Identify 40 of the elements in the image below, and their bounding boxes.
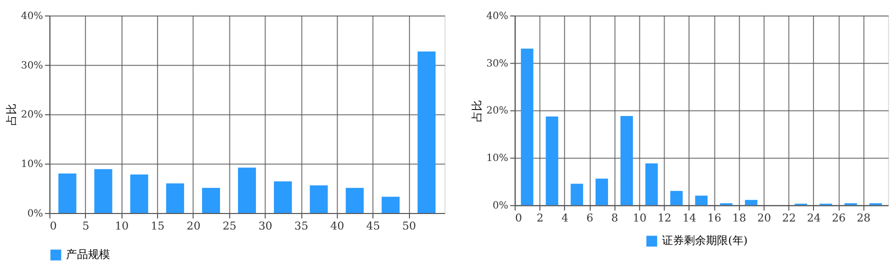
x-tick-label: 2 <box>536 211 544 224</box>
x-tick-label: 12 <box>658 211 672 224</box>
x-tick-label: 40 <box>330 219 344 232</box>
x-tick-label: 18 <box>732 211 746 224</box>
y-tick-label: 0% <box>27 208 43 220</box>
x-tick-label: 20 <box>186 219 201 232</box>
y-tick-label: 10% <box>486 153 508 164</box>
x-tick-label: 35 <box>294 219 308 232</box>
x-tick-label: 8 <box>611 211 618 224</box>
y-axis-title: 占比 <box>5 104 18 126</box>
x-tick-label: 14 <box>682 211 696 224</box>
legend-label: 产品规模 <box>66 248 110 261</box>
legend-label: 证券剩余期限(年) <box>662 234 748 248</box>
x-tick-label: 0 <box>515 211 522 224</box>
y-tick-label: 20% <box>486 106 508 117</box>
y-tick-label: 10% <box>21 159 43 170</box>
x-tick-label: 50 <box>402 219 416 232</box>
y-tick-label: 40% <box>21 10 43 22</box>
y-tick-label: 30% <box>21 60 43 72</box>
x-tick-label: 22 <box>782 211 796 224</box>
x-tick-label: 24 <box>806 211 821 224</box>
x-tick-label: 45 <box>366 219 380 232</box>
y-tick-label: 0% <box>492 200 508 212</box>
x-tick-label: 30 <box>258 219 272 232</box>
x-tick-label: 16 <box>707 211 722 224</box>
x-tick-label: 26 <box>832 211 846 224</box>
x-tick-label: 5 <box>82 219 90 232</box>
x-tick-label: 4 <box>561 211 568 224</box>
y-tick-label: 20% <box>21 110 43 121</box>
x-tick-label: 10 <box>632 211 647 224</box>
x-tick-label: 6 <box>586 211 594 224</box>
y-tick-label: 30% <box>486 58 508 70</box>
x-tick-label: 28 <box>856 211 871 224</box>
x-tick-label: 25 <box>222 219 236 232</box>
x-tick-label: 20 <box>757 211 772 224</box>
y-axis-title: 占比 <box>470 100 484 122</box>
x-tick-label: 15 <box>150 219 165 232</box>
x-tick-label: 0 <box>50 219 57 232</box>
x-tick-label: 10 <box>114 219 129 232</box>
y-tick-label: 40% <box>486 10 508 22</box>
